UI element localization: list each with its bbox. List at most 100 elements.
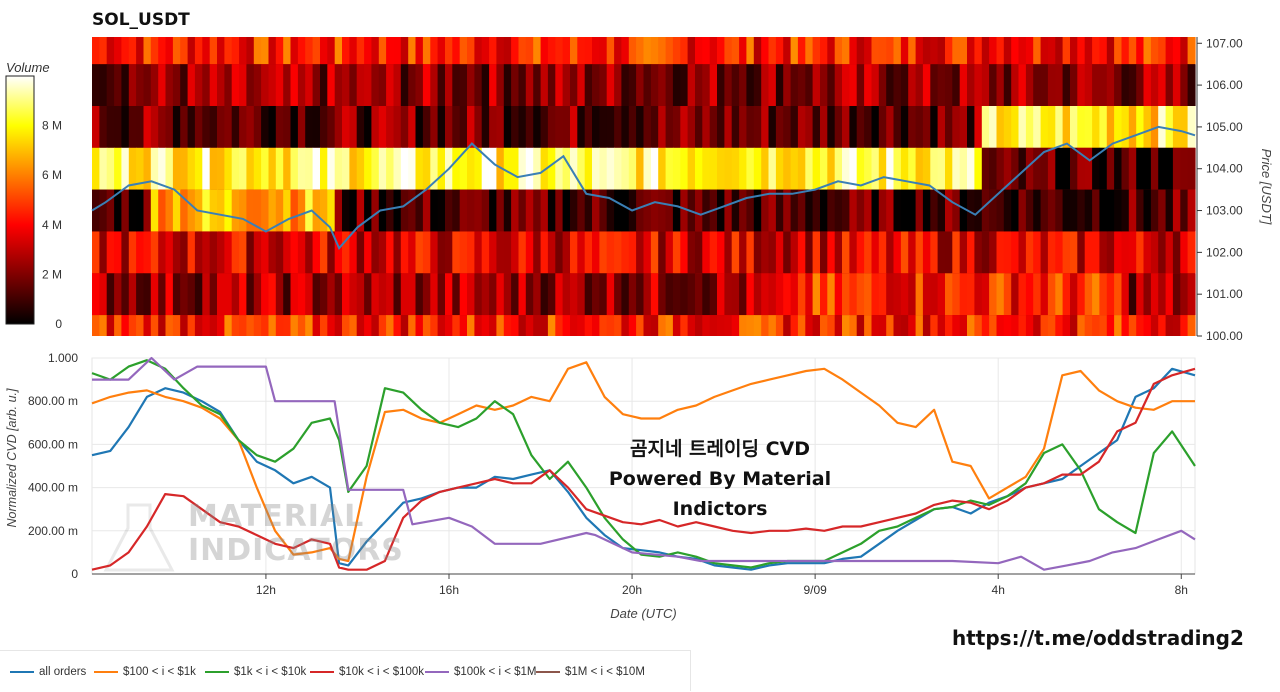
heatmap-cell — [937, 189, 946, 232]
heatmap-cell — [1092, 189, 1101, 232]
heatmap-cell — [158, 147, 167, 190]
heatmap-cell — [555, 64, 564, 106]
heatmap-cell — [768, 64, 777, 106]
heatmap-cell — [1114, 147, 1123, 190]
heatmap-cell — [231, 231, 240, 274]
heatmap-cell — [768, 147, 777, 190]
heatmap-cell — [908, 147, 917, 190]
heatmap-cell — [143, 231, 152, 274]
heatmap-cell — [393, 37, 402, 65]
legend-item[interactable]: $10k < i < $100k — [310, 666, 424, 678]
heatmap-cell — [334, 231, 343, 274]
heatmap-cell — [1114, 106, 1123, 148]
heatmap-cell — [1099, 64, 1108, 106]
heatmap-cell — [555, 273, 564, 316]
heatmap-cell — [430, 106, 439, 148]
heatmap-cell — [922, 189, 931, 232]
heatmap-cell — [849, 37, 858, 65]
heatmap-cell — [1114, 189, 1123, 232]
heatmap-cell — [915, 189, 924, 232]
heatmap-cell — [128, 106, 137, 148]
heatmap-cell — [180, 106, 189, 148]
heatmap-cell — [981, 315, 990, 336]
heatmap-cell — [415, 106, 424, 148]
heatmap-cell — [967, 231, 975, 274]
cvd-y-tick-label: 0 — [71, 567, 78, 581]
heatmap-cell — [1099, 106, 1108, 148]
heatmap-cell — [99, 106, 108, 148]
heatmap-cell — [952, 64, 961, 106]
heatmap-cell — [503, 315, 512, 336]
heatmap-cell — [746, 315, 755, 336]
heatmap-cell — [99, 147, 108, 190]
legend-swatch — [10, 670, 34, 673]
heatmap-cell — [915, 37, 924, 65]
heatmap-cell — [592, 147, 600, 190]
heatmap-cell — [386, 273, 395, 316]
heatmap-cell — [1180, 315, 1189, 336]
heatmap-cell — [187, 64, 196, 106]
heatmap-cell — [695, 273, 703, 316]
heatmap-cell — [327, 273, 336, 316]
heatmap-cell — [849, 147, 858, 190]
heatmap-cell — [989, 231, 998, 274]
heatmap-cell — [1003, 147, 1012, 190]
heatmap-cell — [945, 231, 953, 274]
heatmap-cell — [621, 231, 630, 274]
legend-item[interactable]: $100 < i < $1k — [94, 666, 196, 678]
heatmap-cell — [871, 106, 880, 148]
heatmap-cell — [481, 64, 490, 106]
heatmap-cell — [1121, 231, 1130, 274]
heatmap-cell — [1136, 147, 1145, 190]
legend-item[interactable]: all orders — [10, 666, 86, 678]
heatmap-cell — [974, 273, 983, 316]
heatmap-cell — [562, 64, 571, 106]
heatmap-cell — [459, 37, 468, 65]
heatmap-cell — [967, 147, 975, 190]
heatmap-cell — [628, 37, 637, 65]
heatmap-cell — [92, 147, 100, 190]
heatmap-cell — [1099, 273, 1108, 316]
heatmap-cell — [172, 106, 181, 148]
heatmap-cell — [224, 64, 233, 106]
annotation-line2: Powered By Material Indictors — [608, 468, 832, 520]
legend-swatch — [94, 670, 118, 673]
heatmap-cell — [812, 64, 821, 106]
telegram-url[interactable]: https://t.me/oddstrading2 — [952, 626, 1244, 650]
heatmap-cell — [783, 37, 792, 65]
heatmap-cell — [533, 189, 542, 232]
heatmap-cell — [650, 189, 659, 232]
heatmap-cell — [827, 106, 836, 148]
heatmap-cell — [99, 315, 108, 336]
heatmap-cell — [893, 315, 902, 336]
heatmap-cell — [849, 231, 858, 274]
legend-label: $1k < i < $10k — [234, 666, 307, 678]
heatmap-cell — [555, 231, 564, 274]
legend-item[interactable]: $100k < i < $1M — [425, 666, 536, 678]
heatmap-cell — [180, 37, 189, 65]
heatmap-cell — [525, 106, 534, 148]
heatmap-cell — [1172, 147, 1181, 190]
heatmap-cell — [1121, 37, 1130, 65]
heatmap-cell — [1172, 106, 1181, 148]
heatmap-cell — [275, 189, 284, 232]
heatmap-cell — [489, 273, 498, 316]
heatmap-cell — [297, 273, 306, 316]
heatmap-cell — [937, 64, 946, 106]
heatmap-cell — [636, 147, 645, 190]
heatmap-cell — [415, 64, 424, 106]
heatmap-cell — [974, 315, 983, 336]
heatmap-cell — [937, 315, 946, 336]
heatmap-cell — [915, 106, 924, 148]
heatmap-cell — [930, 189, 939, 232]
heatmap-cell — [1092, 37, 1101, 65]
heatmap-cell — [415, 315, 424, 336]
legend-item[interactable]: $1M < i < $10M — [536, 666, 645, 678]
heatmap-cell — [1106, 64, 1115, 106]
legend-item[interactable]: $1k < i < $10k — [205, 666, 306, 678]
heatmap-cell — [1180, 231, 1189, 274]
heatmap-cell — [253, 231, 262, 274]
heatmap-cell — [900, 37, 909, 65]
heatmap-cell — [672, 315, 681, 336]
